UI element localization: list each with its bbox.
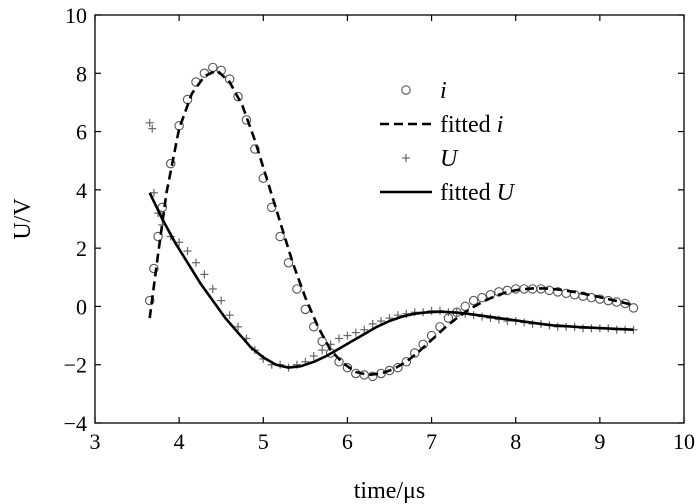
series-layer bbox=[144, 62, 639, 382]
data-point bbox=[368, 319, 377, 328]
data-point bbox=[153, 231, 163, 242]
x-tick-label: 5 bbox=[258, 429, 269, 454]
data-point bbox=[384, 365, 395, 376]
plot-frame bbox=[94, 14, 685, 424]
y-tick-label: 10 bbox=[65, 3, 87, 28]
data-point bbox=[144, 295, 155, 306]
x-tick-label: 7 bbox=[426, 429, 437, 454]
data-point bbox=[401, 357, 412, 367]
data-point bbox=[409, 348, 420, 358]
x-tick-label: 10 bbox=[673, 429, 695, 454]
data-point bbox=[309, 322, 319, 332]
y-tick-label: 4 bbox=[76, 178, 87, 203]
data-point bbox=[191, 258, 200, 267]
data-point bbox=[250, 144, 260, 154]
y-axis-label: U/V bbox=[10, 198, 36, 240]
data-point bbox=[460, 301, 470, 312]
data-point bbox=[165, 158, 176, 169]
data-point bbox=[367, 371, 378, 382]
legend-label: fitted i bbox=[440, 112, 503, 138]
x-axis-label: time/μs bbox=[354, 478, 426, 504]
data-point bbox=[360, 325, 369, 334]
legend-label: fitted U bbox=[440, 180, 516, 206]
series-line bbox=[148, 69, 634, 377]
x-tick-label: 4 bbox=[174, 429, 185, 454]
legend-marker bbox=[402, 154, 410, 162]
y-tick-label: 2 bbox=[76, 236, 87, 261]
series-i bbox=[144, 62, 639, 382]
y-tick-label: 6 bbox=[76, 120, 87, 145]
y-tick-label: −4 bbox=[64, 411, 87, 436]
data-point bbox=[145, 118, 154, 127]
data-point bbox=[309, 351, 318, 360]
data-point bbox=[266, 202, 277, 213]
y-tick-label: 8 bbox=[76, 61, 87, 86]
x-tick-label: 6 bbox=[342, 429, 353, 454]
data-point bbox=[234, 322, 243, 331]
x-tick-label: 3 bbox=[90, 429, 101, 454]
data-point bbox=[477, 292, 487, 303]
data-point bbox=[233, 91, 243, 102]
data-point bbox=[241, 115, 252, 125]
data-point bbox=[283, 257, 294, 268]
data-point bbox=[292, 284, 302, 294]
data-point bbox=[208, 62, 218, 73]
data-point bbox=[149, 263, 159, 274]
data-point bbox=[175, 238, 184, 247]
data-point bbox=[317, 336, 327, 347]
y-tick-label: 0 bbox=[76, 294, 87, 319]
axis-ticks: 3 4 5 6 7 8 9 10 −4 −2 0 2 4 6 8 10 bbox=[64, 3, 695, 454]
data-point bbox=[148, 124, 157, 133]
series-U bbox=[145, 118, 638, 372]
data-point bbox=[149, 188, 158, 197]
y-tick-label: −2 bbox=[64, 353, 87, 378]
data-point bbox=[628, 303, 639, 313]
data-point bbox=[318, 346, 327, 355]
legend-marker bbox=[401, 85, 411, 95]
x-tick-label: 9 bbox=[594, 429, 605, 454]
data-point bbox=[393, 362, 403, 373]
data-point bbox=[200, 270, 209, 279]
data-point bbox=[183, 247, 192, 256]
series-fitted-i bbox=[148, 69, 634, 377]
series-line bbox=[148, 192, 634, 369]
data-point bbox=[335, 334, 344, 343]
data-point bbox=[343, 331, 352, 340]
data-point bbox=[225, 311, 234, 320]
legend-label: U bbox=[440, 146, 459, 172]
data-point bbox=[468, 295, 479, 306]
data-point bbox=[208, 284, 217, 293]
legend-label: i bbox=[440, 78, 447, 104]
data-point bbox=[351, 328, 360, 337]
data-point bbox=[217, 296, 226, 305]
x-tick-label: 8 bbox=[510, 429, 521, 454]
data-point bbox=[275, 231, 285, 242]
series-fitted-U bbox=[148, 192, 634, 369]
